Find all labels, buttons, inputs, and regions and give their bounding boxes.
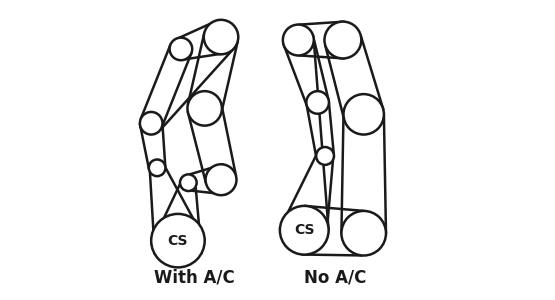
Circle shape (149, 160, 165, 176)
Circle shape (180, 174, 196, 191)
Circle shape (341, 211, 386, 256)
Circle shape (151, 214, 205, 267)
Circle shape (283, 25, 314, 56)
Circle shape (188, 91, 222, 126)
Circle shape (344, 94, 384, 134)
Circle shape (204, 20, 238, 54)
Text: CS: CS (294, 223, 315, 237)
Text: With A/C: With A/C (154, 269, 235, 287)
Circle shape (280, 206, 329, 255)
Circle shape (205, 164, 236, 195)
Circle shape (306, 91, 329, 114)
Circle shape (140, 112, 163, 134)
Circle shape (170, 38, 192, 60)
Circle shape (325, 22, 361, 58)
Text: CS: CS (168, 234, 188, 248)
Circle shape (316, 147, 334, 165)
Text: No A/C: No A/C (304, 269, 367, 287)
